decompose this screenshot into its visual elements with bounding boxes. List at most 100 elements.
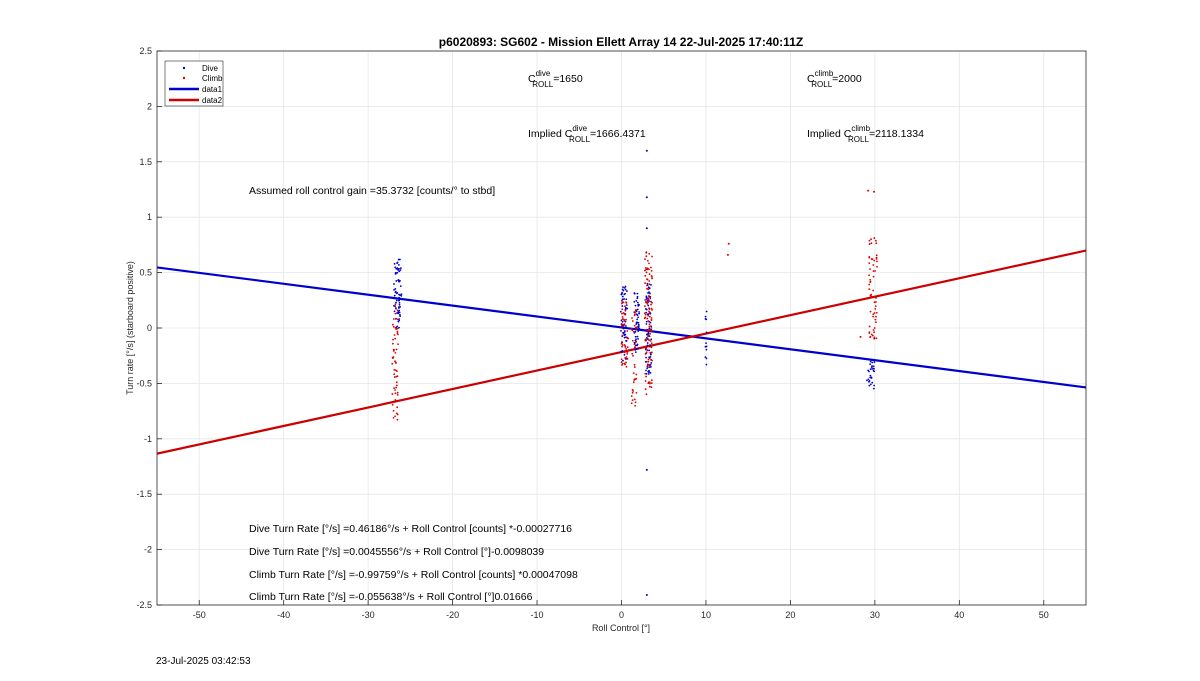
- point-dive: [622, 359, 624, 362]
- point-dive: [645, 594, 648, 597]
- point-dive: [621, 320, 624, 323]
- point-dive: [400, 294, 403, 297]
- point-dive: [647, 304, 650, 307]
- point-climb: [645, 360, 648, 363]
- point-dive: [395, 299, 398, 302]
- point-dive: [636, 321, 639, 324]
- point-climb: [647, 268, 650, 271]
- point-climb: [868, 332, 871, 334]
- point-climb: [867, 189, 870, 192]
- point-dive: [868, 379, 871, 382]
- point-dive: [635, 338, 637, 341]
- point-climb: [874, 270, 876, 272]
- point-climb: [726, 253, 729, 256]
- point-climb: [646, 284, 648, 287]
- point-dive: [869, 363, 871, 366]
- point-climb: [650, 382, 653, 384]
- point-climb: [648, 252, 651, 255]
- legend: Dive Climb data1 data2: [164, 60, 224, 107]
- point-dive: [398, 303, 401, 306]
- point-dive: [399, 267, 402, 270]
- point-dive: [623, 330, 626, 332]
- point-climb: [875, 321, 877, 324]
- point-climb: [631, 388, 634, 391]
- point-dive: [637, 325, 640, 328]
- point-climb: [624, 309, 627, 312]
- annotation-eq-climb-degrees: Climb Turn Rate [°/s] =-0.055638°/s + Ro…: [249, 591, 533, 603]
- point-dive: [623, 334, 626, 337]
- x-axis-label: Roll Control [°]: [592, 623, 650, 633]
- y-tick-label: 1: [147, 212, 152, 222]
- point-climb: [632, 381, 635, 384]
- point-dive: [637, 304, 640, 307]
- annotation-c-dive: Cdive ROLL=1650: [528, 69, 583, 89]
- point-dive: [869, 376, 872, 379]
- point-dive: [634, 351, 637, 354]
- point-dive: [625, 304, 628, 306]
- point-climb: [872, 289, 875, 292]
- point-climb: [394, 307, 397, 309]
- point-dive: [868, 384, 871, 387]
- point-dive: [623, 353, 626, 356]
- point-climb: [645, 266, 647, 269]
- point-climb: [649, 382, 651, 385]
- point-climb: [869, 278, 872, 281]
- point-dive: [645, 308, 648, 311]
- point-dive: [866, 379, 868, 382]
- point-climb: [635, 391, 638, 394]
- y-tick-label: 0.5: [139, 268, 152, 278]
- point-climb: [621, 345, 623, 348]
- legend-box: [164, 60, 224, 107]
- point-dive: [397, 264, 400, 266]
- point-climb: [644, 269, 646, 272]
- point-climb: [623, 344, 626, 346]
- point-dive: [870, 366, 873, 369]
- point-climb: [631, 317, 633, 319]
- legend-label-climb: Climb: [202, 74, 223, 83]
- point-climb: [625, 301, 627, 303]
- point-climb: [621, 344, 624, 346]
- point-climb: [635, 340, 638, 343]
- point-dive: [621, 298, 624, 301]
- point-climb: [650, 379, 653, 382]
- y-tick-label: -0.5: [136, 378, 152, 388]
- point-climb: [626, 330, 629, 332]
- point-climb: [651, 277, 653, 280]
- x-tick-label: 0: [619, 610, 624, 620]
- point-climb: [648, 345, 651, 348]
- point-dive: [649, 366, 652, 368]
- point-dive: [398, 319, 401, 322]
- point-climb: [647, 358, 650, 361]
- point-dive: [635, 299, 638, 302]
- point-dive: [650, 338, 653, 341]
- point-dive: [624, 285, 627, 288]
- point-dive: [645, 227, 648, 230]
- x-tick-label: 50: [1039, 610, 1049, 620]
- point-climb: [392, 409, 395, 412]
- point-climb: [623, 323, 626, 326]
- y-ticks: -2.5 -2 -1.5 -1 -0.5 0 0.5 1 1.5 2 2.5: [136, 46, 162, 610]
- point-climb: [395, 317, 398, 320]
- point-dive: [650, 362, 653, 364]
- point-climb: [649, 266, 652, 269]
- point-dive: [644, 348, 647, 351]
- point-dive: [647, 292, 649, 294]
- point-climb: [625, 365, 628, 368]
- legend-marker-climb: [182, 76, 186, 80]
- point-climb: [873, 312, 876, 314]
- point-climb: [869, 310, 872, 313]
- point-dive: [645, 372, 648, 375]
- point-dive: [646, 282, 649, 285]
- point-climb: [622, 301, 625, 304]
- point-climb: [647, 314, 649, 317]
- point-dive: [705, 310, 708, 313]
- point-dive: [869, 383, 872, 386]
- point-climb: [391, 357, 394, 360]
- point-climb: [621, 362, 624, 365]
- point-climb: [632, 354, 634, 357]
- point-climb: [634, 346, 636, 349]
- point-climb: [870, 258, 873, 260]
- point-dive: [399, 305, 402, 308]
- point-climb: [621, 318, 624, 320]
- point-climb: [627, 337, 630, 340]
